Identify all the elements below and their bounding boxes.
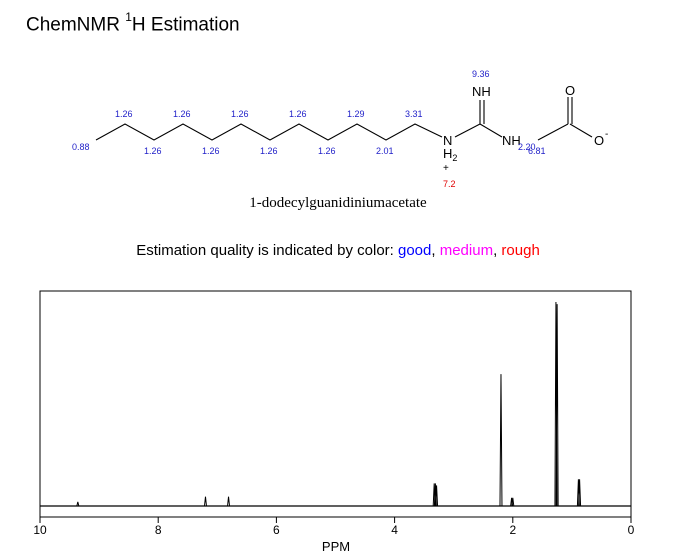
page-title: ChemNMR 1H Estimation (26, 10, 240, 36)
spectrum-peak (499, 374, 503, 507)
shift-label-ch3-acetate: 6.81 (528, 146, 546, 156)
x-tick-label: 8 (155, 523, 162, 537)
shift-label-nh2: 7.2 (443, 179, 456, 189)
alkyl-chain-bonds (95, 123, 443, 141)
bond-ch3-c (537, 123, 569, 141)
shift-label-c10: 1.29 (347, 109, 365, 119)
x-tick-label: 10 (33, 523, 47, 537)
spectrum-peak (511, 497, 515, 507)
nmr-spectrum-chart: 10 8 6 4 2 0 PPM (33, 290, 635, 554)
spectrum-peak (578, 479, 582, 507)
x-tick-label: 4 (391, 523, 398, 537)
bond-n-c (454, 123, 481, 138)
shift-label-c7: 1.26 (260, 146, 278, 156)
molecule-structure: NH N H2 + NH O O - 0.88 1.26 1.26 1.26 1… (72, 69, 608, 189)
spectrum-peak (555, 304, 559, 507)
shift-label-c5: 1.26 (202, 146, 220, 156)
shift-label-c6: 1.26 (231, 109, 249, 119)
legend-good: good (398, 242, 432, 259)
shift-label-c11: 2.01 (376, 146, 394, 156)
spectrum-peak (435, 485, 439, 507)
shift-label-c8: 1.26 (289, 109, 307, 119)
shift-label-c3: 1.26 (144, 146, 162, 156)
legend-prefix: Estimation quality is indicated by color… (136, 242, 398, 259)
atom-minus: - (605, 129, 608, 140)
x-tick-label: 0 (628, 523, 635, 537)
bond-c-o-minus (569, 123, 593, 138)
shift-label-c2: 1.26 (115, 109, 133, 119)
atom-nh-top: NH (472, 84, 491, 99)
atom-plus: + (443, 163, 449, 174)
plot-frame (39, 290, 632, 518)
spectrum-peak (227, 496, 231, 507)
atom-o-top: O (565, 83, 575, 98)
x-tick-label: 6 (273, 523, 280, 537)
x-axis-label: PPM (322, 539, 350, 554)
shift-label-c1: 0.88 (72, 142, 90, 152)
atom-n: N (443, 133, 452, 148)
shift-label-nh-top: 9.36 (472, 69, 490, 79)
shift-label-c9: 1.26 (318, 146, 336, 156)
title-superscript: 1 (125, 10, 132, 24)
bond-c-nh-right (479, 123, 503, 138)
atom-h2: H2 (443, 146, 457, 163)
compound-name: 1-dodecylguanidiniumacetate (249, 195, 427, 211)
shift-label-c12: 3.31 (405, 109, 423, 119)
spectrum-peak (76, 501, 80, 507)
quality-legend: Estimation quality is indicated by color… (136, 242, 540, 259)
spectrum-peak (203, 496, 207, 507)
atom-nh-right: NH (502, 133, 521, 148)
legend-rough: rough (501, 242, 540, 259)
shift-label-c4: 1.26 (173, 109, 191, 119)
atom-o-minus: O (594, 133, 604, 148)
x-tick-label: 2 (509, 523, 516, 537)
legend-medium: medium (439, 242, 494, 259)
shift-label-nh-right: 2.20 (518, 142, 536, 152)
